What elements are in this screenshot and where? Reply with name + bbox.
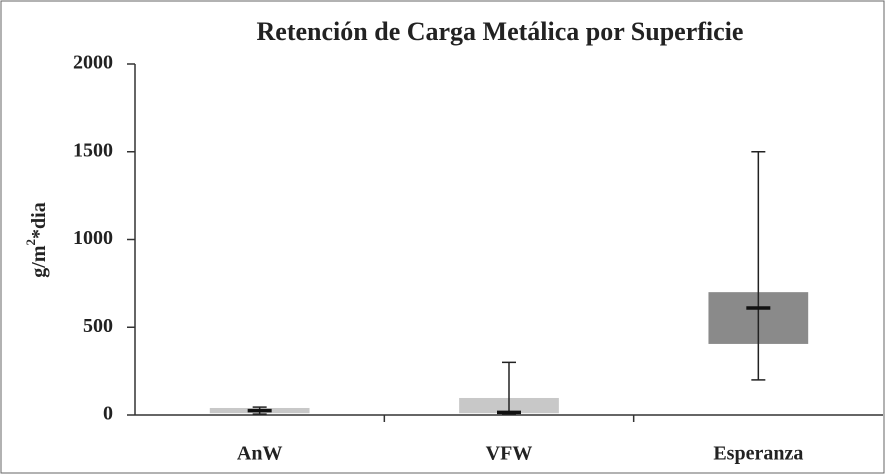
y-label-base: g/m (28, 245, 50, 278)
y-axis-label: g/m2*dia (23, 202, 50, 277)
y-label-sup: 2 (23, 239, 38, 246)
y-label-rest: *dia (28, 202, 50, 239)
x-tick-label: AnW (237, 443, 283, 465)
y-tick-label: 1500 (73, 139, 113, 161)
y-tick-label: 500 (83, 315, 113, 337)
y-tick-label: 1000 (73, 227, 113, 249)
x-tick-label: VFW (486, 443, 533, 465)
x-tick-label: Esperanza (713, 443, 803, 465)
chart-title: Retención de Carga Metálica por Superfic… (257, 17, 744, 46)
y-tick-label: 2000 (73, 52, 113, 74)
y-tick-label: 0 (103, 403, 113, 425)
